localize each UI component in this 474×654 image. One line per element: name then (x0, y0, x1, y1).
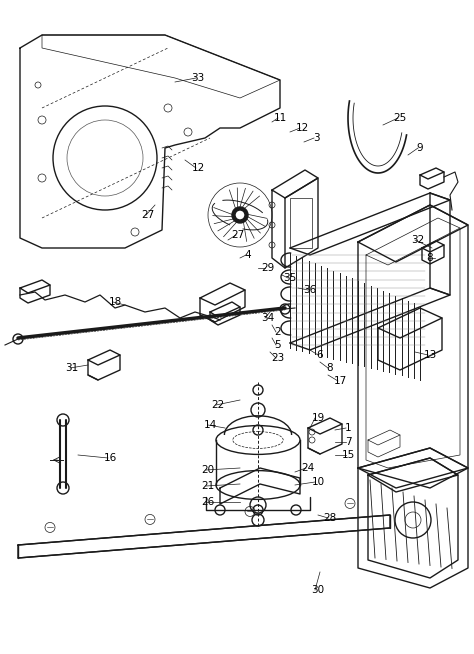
Text: 27: 27 (141, 210, 155, 220)
Bar (290, 198, 312, 248)
Text: 28: 28 (323, 513, 337, 523)
Text: 25: 25 (393, 113, 407, 123)
Text: 12: 12 (295, 123, 309, 133)
Text: 36: 36 (303, 285, 317, 295)
Text: 16: 16 (103, 453, 117, 463)
Text: 31: 31 (65, 363, 79, 373)
Text: 35: 35 (283, 273, 297, 283)
Text: 20: 20 (201, 465, 215, 475)
Text: 29: 29 (261, 263, 274, 273)
Text: 23: 23 (272, 353, 284, 363)
Text: 26: 26 (201, 497, 215, 507)
Text: 21: 21 (201, 481, 215, 491)
Text: 4: 4 (245, 250, 251, 260)
Text: 3: 3 (313, 133, 319, 143)
Text: 17: 17 (333, 376, 346, 386)
Text: 6: 6 (317, 350, 323, 360)
Text: 22: 22 (211, 400, 225, 410)
Text: 2: 2 (275, 327, 281, 337)
Text: 1: 1 (345, 423, 351, 433)
Text: 5: 5 (275, 340, 281, 350)
Text: 33: 33 (191, 73, 205, 83)
Text: 18: 18 (109, 297, 122, 307)
Text: 15: 15 (341, 450, 355, 460)
Text: 14: 14 (203, 420, 217, 430)
Text: 32: 32 (411, 235, 425, 245)
Text: 8: 8 (427, 253, 433, 263)
Circle shape (232, 207, 248, 223)
Text: 19: 19 (311, 413, 325, 423)
Text: 24: 24 (301, 463, 315, 473)
Text: 11: 11 (273, 113, 287, 123)
Text: 13: 13 (423, 350, 437, 360)
Text: 12: 12 (191, 163, 205, 173)
Text: 7: 7 (345, 437, 351, 447)
Text: 34: 34 (261, 313, 274, 323)
Text: 30: 30 (311, 585, 325, 595)
Circle shape (235, 210, 245, 220)
Text: 27: 27 (231, 230, 245, 240)
Text: 10: 10 (311, 477, 325, 487)
Ellipse shape (216, 426, 300, 455)
Text: 9: 9 (417, 143, 423, 153)
Text: 8: 8 (327, 363, 333, 373)
